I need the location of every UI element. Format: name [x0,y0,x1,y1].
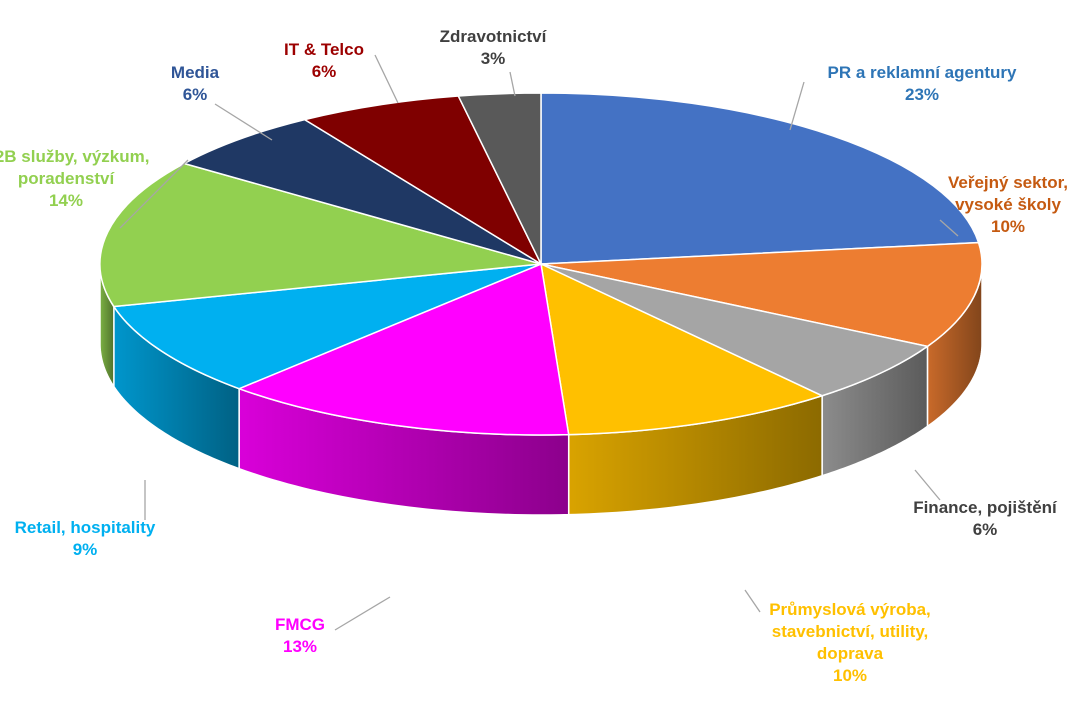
data-label-category: Zdravotnictví [440,27,548,46]
pie-slice-9 [457,92,542,265]
data-label-category: FMCG [275,615,325,634]
data-label-value: 6% [973,520,998,539]
data-label-value: 13% [283,637,317,656]
leader-line-2 [914,469,941,501]
data-label-7: Media 6% [171,63,220,104]
data-label-9: Zdravotnictví 3% [440,27,548,68]
pie-top-slices [99,92,983,436]
leader-line-6 [119,159,189,229]
pie-slice-2 [540,263,930,397]
data-label-category: PR a reklamní agentury [828,63,1018,82]
data-label-6: B2B služby, výzkum, poradenství 14% [0,147,149,210]
data-label-1: Veřejný sektor, vysoké školy 10% [948,173,1068,236]
pie-slice-7 [182,118,542,265]
data-label-category: B2B služby, výzkum, [0,147,149,166]
data-label-8: IT & Telco 6% [284,40,364,81]
data-label-5: Retail, hospitality 9% [15,518,156,559]
data-label-category: poradenství [18,169,116,188]
leader-line-7 [214,103,273,141]
data-label-category: Retail, hospitality [15,518,156,537]
leader-lines [119,54,959,631]
data-label-category: Veřejný sektor, [948,173,1068,192]
data-labels: PR a reklamní agentury 23% Veřejný sektor,… [0,27,1068,685]
data-label-category: stavebnictví, utility, [772,622,929,641]
data-label-2: Finance, pojištění 6% [913,498,1058,539]
leader-line-0 [789,81,805,131]
data-label-value: 3% [481,49,506,68]
leader-line-3 [744,589,761,613]
data-label-category: IT & Telco [284,40,364,59]
data-label-value: 10% [991,217,1025,236]
data-label-value: 10% [833,666,867,685]
data-label-category: Media [171,63,220,82]
pie-slice-0 [540,92,980,265]
pie-slice-6 [99,162,542,308]
pie-slice-5 [112,263,542,390]
data-label-category: Průmyslová výroba, [769,600,931,619]
data-label-value: 14% [49,191,83,210]
data-label-0: PR a reklamní agentury 23% [828,63,1018,104]
pie-slice-4 [237,262,570,436]
pie-slice-8 [302,95,543,266]
data-label-4: FMCG 13% [275,615,325,656]
leader-line-9 [509,71,516,97]
data-label-value: 23% [905,85,939,104]
data-label-category: vysoké školy [955,195,1061,214]
data-label-value: 6% [183,85,208,104]
leader-line-1 [939,219,959,237]
data-label-value: 6% [312,62,337,81]
data-label-3: Průmyslová výroba, stavebnictví, utility,… [769,600,931,685]
data-label-category: doprava [817,644,884,663]
data-label-category: Finance, pojištění [913,498,1058,517]
pie-slice-1 [540,241,983,348]
pie-side-walls [99,263,983,516]
data-label-value: 9% [73,540,98,559]
pie-slice-3 [540,262,825,436]
leader-line-8 [374,54,399,104]
leader-line-4 [334,596,391,631]
